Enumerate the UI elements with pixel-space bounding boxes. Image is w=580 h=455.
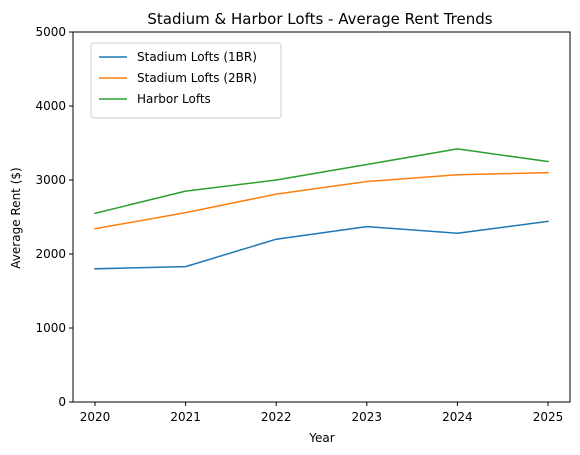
x-tick-label: 2024	[442, 410, 473, 424]
plot-frame	[72, 31, 571, 403]
series-line-3	[94, 148, 549, 215]
x-tick-label: 2020	[80, 410, 111, 424]
series-line-2	[94, 171, 549, 230]
y-tick-label: 4000	[35, 99, 66, 113]
y-tick-label: 2000	[35, 247, 66, 261]
legend: Stadium Lofts (1BR) Stadium Lofts (2BR) Ha…	[90, 42, 282, 119]
y-axis-ticks: 0 1000 2000 3000 4000 5000	[35, 25, 73, 409]
y-tick-label: 5000	[35, 25, 66, 39]
legend-box	[90, 42, 282, 119]
y-tick-label: 1000	[35, 321, 66, 335]
x-tick-label: 2021	[170, 410, 201, 424]
legend-entry: Harbor Lofts	[137, 92, 211, 106]
x-axis-label: Year	[308, 431, 334, 445]
y-tick-label: 3000	[35, 173, 66, 187]
y-axis-label: Average Rent ($)	[9, 167, 23, 268]
x-tick-label: 2022	[261, 410, 292, 424]
chart-title: Stadium & Harbor Lofts - Average Rent Tr…	[147, 10, 492, 28]
series-line-1	[94, 220, 549, 270]
y-tick-label: 0	[58, 395, 66, 409]
x-tick-label: 2023	[352, 410, 383, 424]
legend-entry: Stadium Lofts (1BR)	[137, 50, 257, 64]
legend-entry: Stadium Lofts (2BR)	[137, 71, 257, 85]
x-axis-ticks: 2020 2021 2022 2023 2024 2025	[80, 402, 564, 424]
series-layer	[94, 148, 549, 270]
x-tick-label: 2025	[533, 410, 564, 424]
